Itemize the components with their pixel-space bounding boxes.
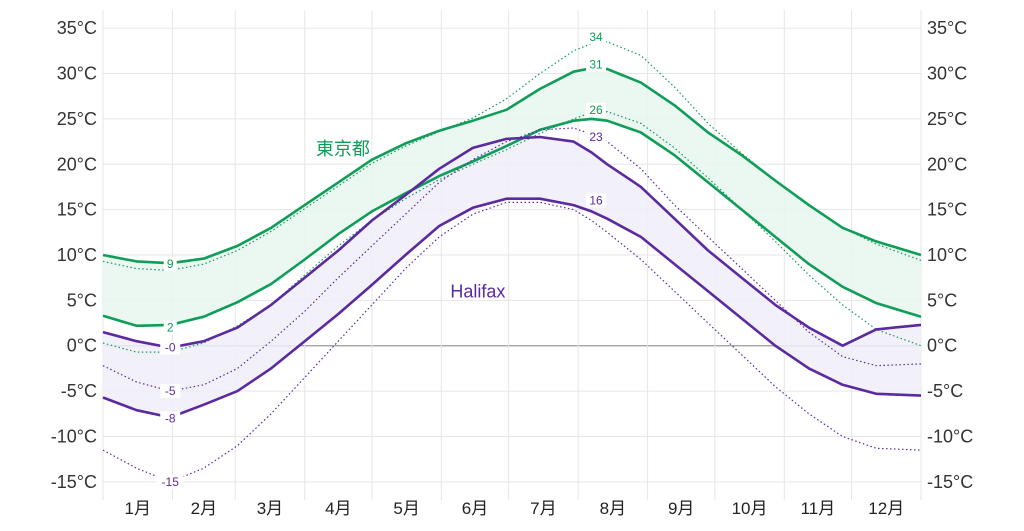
axis-layer: 35°C 35°C30°C 30°C25°C 25°C20°C 20°C15°C 15°C…	[51, 18, 973, 518]
y-tick-label-right: 20°C	[927, 154, 967, 174]
data-label: 26	[589, 103, 603, 117]
y-tick-label-left: -15°C	[51, 472, 97, 492]
line-layer	[102, 41, 922, 483]
y-tick-label-left: 0°C	[67, 336, 97, 356]
percentile-10-line	[102, 110, 922, 353]
y-tick-label-right: 5°C	[927, 290, 957, 310]
month-label: 1月	[125, 499, 151, 518]
series-name-label: 東京都	[316, 139, 370, 159]
data-label-background	[163, 257, 177, 272]
temperature-band	[103, 68, 921, 326]
data-label: 16	[589, 194, 603, 208]
data-label-background	[586, 57, 607, 72]
month-label: 2月	[191, 499, 217, 518]
y-tick-label-right: -10°C	[927, 426, 973, 446]
y-tick-label-right: 25°C	[927, 109, 967, 129]
data-label: -5	[165, 384, 176, 398]
y-tick-label-left: 5°C	[67, 290, 97, 310]
data-label: -8	[165, 411, 176, 425]
data-label: 34	[589, 30, 603, 44]
data-label: 9	[167, 257, 174, 271]
data-label-background	[160, 384, 181, 399]
y-tick-label-right: 0°C	[927, 336, 957, 356]
data-label: -15	[162, 475, 180, 489]
y-tick-label-left: 10°C	[57, 245, 97, 265]
month-label: 10月	[732, 499, 768, 518]
y-tick-label-left: 35°C	[57, 18, 97, 38]
y-tick-label-left: 30°C	[57, 64, 97, 84]
month-label: 7月	[530, 499, 556, 518]
data-label: 2	[167, 321, 174, 335]
month-label: 12月	[868, 499, 904, 518]
month-label: 9月	[668, 499, 694, 518]
y-tick-label-right: 35°C	[927, 18, 967, 38]
average-high-line	[102, 66, 922, 265]
percentile-90-line	[102, 41, 922, 272]
data-label-background	[156, 474, 184, 489]
average-low-line	[102, 197, 922, 419]
data-label-background	[160, 411, 181, 426]
y-tick-label-right: 30°C	[927, 64, 967, 84]
y-tick-label-left: 15°C	[57, 200, 97, 220]
average-high-line	[102, 135, 922, 349]
series-name-label: Halifax	[450, 282, 505, 302]
y-tick-label-right: -15°C	[927, 472, 973, 492]
data-label-background	[586, 102, 607, 117]
data-label: 23	[589, 130, 603, 144]
data-label-background	[586, 30, 607, 45]
y-tick-label-left: -10°C	[51, 426, 97, 446]
data-label-background	[163, 320, 177, 335]
y-tick-label-left: 20°C	[57, 154, 97, 174]
month-label: 6月	[462, 499, 488, 518]
y-tick-label-right: -5°C	[927, 381, 963, 401]
label-layer: 9 2 34 31 26 東京都 -0 -5 -8 -15 23 16 Halifax	[156, 30, 607, 489]
y-tick-label-right: 15°C	[927, 200, 967, 220]
data-label-background	[160, 340, 181, 355]
y-tick-label-left: -5°C	[61, 381, 97, 401]
month-label: 8月	[600, 499, 626, 518]
data-label-background	[586, 130, 607, 145]
data-label: 31	[589, 57, 603, 71]
month-label: 5月	[393, 499, 419, 518]
temperature-band	[103, 137, 921, 418]
month-label: 3月	[257, 499, 283, 518]
y-tick-label-left: 25°C	[57, 109, 97, 129]
month-label: 4月	[325, 499, 351, 518]
data-label: -0	[165, 341, 176, 355]
data-label-background	[586, 193, 607, 208]
month-label: 11月	[801, 499, 836, 518]
y-tick-label-right: 10°C	[927, 245, 967, 265]
band-layer	[103, 68, 921, 418]
